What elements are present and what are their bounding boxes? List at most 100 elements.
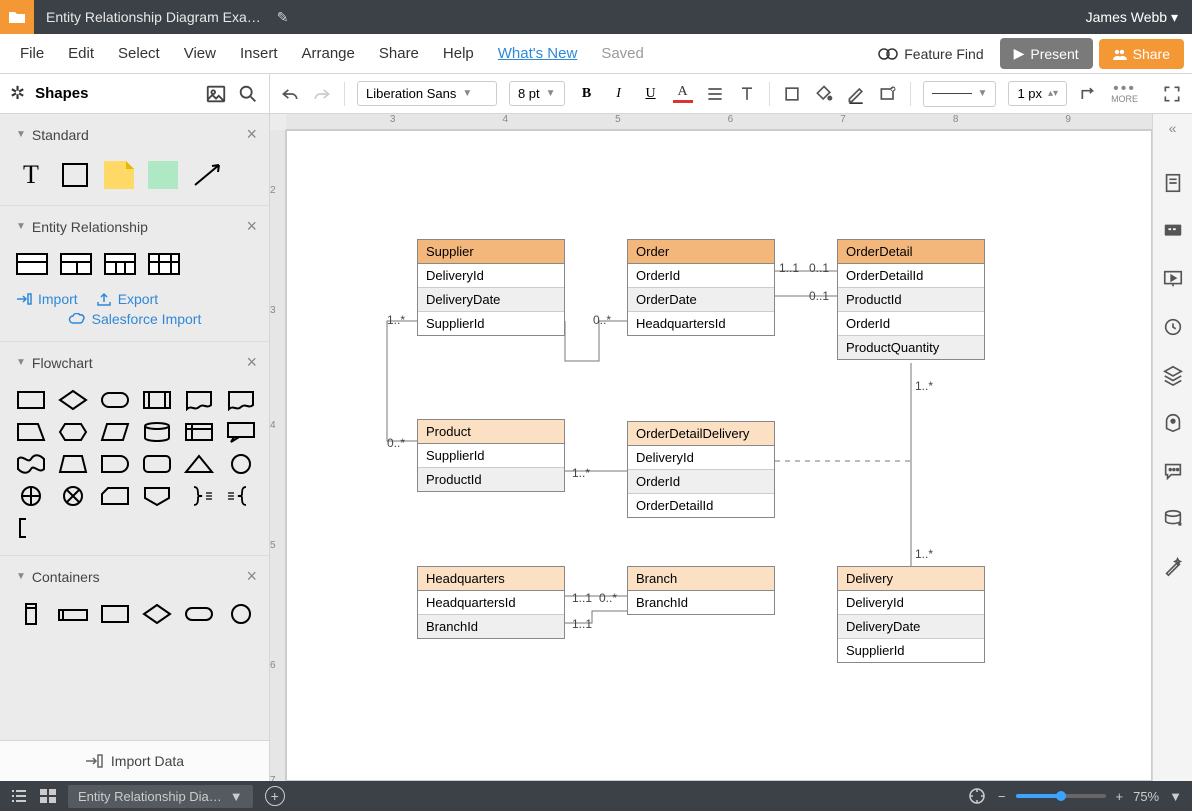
page-tab[interactable]: Entity Relationship Dia…▼ [68, 785, 253, 808]
fill-icon[interactable] [814, 84, 834, 104]
fc-roundrect[interactable] [142, 453, 172, 475]
er-export-link[interactable]: Export [96, 291, 158, 307]
feature-find[interactable]: Feature Find [878, 46, 983, 62]
collapse-rail-icon[interactable]: « [1169, 120, 1177, 136]
more-button[interactable]: •••MORE [1111, 84, 1138, 104]
panel-flowchart[interactable]: ▼Flowchart× [0, 341, 269, 383]
user-menu[interactable]: James Webb ▾ [1072, 9, 1192, 26]
shape-rectangle[interactable] [60, 161, 90, 189]
folder-icon[interactable] [0, 0, 34, 34]
panel-er[interactable]: ▼Entity Relationship× [0, 205, 269, 247]
cont-diamond[interactable] [142, 603, 172, 625]
fc-para[interactable] [100, 421, 130, 443]
border-color-icon[interactable] [846, 84, 866, 104]
rail-data-icon[interactable] [1162, 508, 1184, 530]
grid-view-icon[interactable] [40, 789, 56, 803]
entity-field[interactable]: SupplierId [418, 444, 564, 468]
entity-order[interactable]: OrderOrderIdOrderDateHeadquartersId [627, 239, 775, 336]
undo-icon[interactable] [280, 84, 300, 104]
entity-header[interactable]: Delivery [838, 567, 984, 591]
rail-history-icon[interactable] [1162, 316, 1184, 338]
er-shape-1[interactable] [16, 253, 48, 275]
fc-rect[interactable] [16, 389, 46, 411]
fc-offpage[interactable] [142, 485, 172, 507]
fc-terminator[interactable] [100, 389, 130, 411]
entity-product[interactable]: ProductSupplierIdProductId [417, 419, 565, 492]
entity-field[interactable]: OrderId [628, 470, 774, 494]
cont-lane-v[interactable] [16, 603, 46, 625]
entity-header[interactable]: Order [628, 240, 774, 264]
cont-pill[interactable] [184, 603, 214, 625]
entity-delivery[interactable]: DeliveryDeliveryIdDeliveryDateSupplierId [837, 566, 985, 663]
shape-text[interactable]: T [16, 161, 46, 189]
fc-diamond[interactable] [58, 389, 88, 411]
search-icon[interactable] [237, 83, 259, 105]
shape-hotspot[interactable] [148, 161, 178, 189]
entity-supplier[interactable]: SupplierDeliveryIdDeliveryDateSupplierId [417, 239, 565, 336]
cont-lane-h[interactable] [58, 603, 88, 625]
menu-insert[interactable]: Insert [228, 39, 290, 68]
entity-field[interactable]: OrderDetailId [838, 264, 984, 288]
entity-field[interactable]: DeliveryId [628, 446, 774, 470]
fc-brace-l[interactable] [226, 485, 256, 507]
fc-bracket[interactable] [16, 517, 46, 539]
close-icon[interactable]: × [246, 566, 257, 587]
align-icon[interactable] [705, 84, 725, 104]
shape-options-icon[interactable] [878, 84, 898, 104]
target-icon[interactable] [968, 787, 986, 805]
fc-doc-dark[interactable] [226, 389, 256, 411]
entity-header[interactable]: Product [418, 420, 564, 444]
entity-header[interactable]: OrderDetail [838, 240, 984, 264]
line-width-select[interactable]: 1 px▴▾ [1008, 81, 1067, 106]
text-color-icon[interactable]: A [673, 84, 693, 103]
redo-icon[interactable] [312, 84, 332, 104]
entity-headquarters[interactable]: HeadquartersHeadquartersIdBranchId [417, 566, 565, 639]
entity-field[interactable]: DeliveryDate [838, 615, 984, 639]
text-tool-icon[interactable] [737, 84, 757, 104]
entity-header[interactable]: Supplier [418, 240, 564, 264]
cont-circle[interactable] [226, 603, 256, 625]
close-icon[interactable]: × [246, 352, 257, 373]
entity-field[interactable]: DeliveryDate [418, 288, 564, 312]
underline-icon[interactable]: U [641, 86, 661, 102]
fc-callout[interactable] [226, 421, 256, 443]
close-icon[interactable]: × [246, 216, 257, 237]
font-family-select[interactable]: Liberation Sans▼ [357, 81, 497, 106]
crop-icon[interactable] [782, 84, 802, 104]
line-routing-icon[interactable] [1079, 84, 1099, 104]
menu-view[interactable]: View [172, 39, 228, 68]
add-page-button[interactable]: + [265, 786, 285, 806]
entity-field[interactable]: HeadquartersId [628, 312, 774, 335]
menu-help[interactable]: Help [431, 39, 486, 68]
entity-field[interactable]: OrderDate [628, 288, 774, 312]
fc-or[interactable] [58, 485, 88, 507]
er-shape-4[interactable] [148, 253, 180, 275]
fc-trap[interactable] [16, 421, 46, 443]
entity-orderdetail[interactable]: OrderDetailOrderDetailIdProductIdOrderId… [837, 239, 985, 360]
list-view-icon[interactable] [10, 789, 28, 803]
close-icon[interactable]: × [246, 124, 257, 145]
rail-magic-icon[interactable] [1162, 556, 1184, 578]
fc-sumjunc[interactable] [16, 485, 46, 507]
zoom-in-button[interactable]: + [1116, 789, 1124, 804]
entity-field[interactable]: OrderDetailId [628, 494, 774, 517]
entity-field[interactable]: BranchId [418, 615, 564, 638]
fc-internal[interactable] [184, 421, 214, 443]
cont-rect[interactable] [100, 603, 130, 625]
entity-field[interactable]: DeliveryId [838, 591, 984, 615]
canvas[interactable]: SupplierDeliveryIdDeliveryDateSupplierId… [286, 130, 1152, 781]
fc-trap2[interactable] [58, 453, 88, 475]
er-shape-2[interactable] [60, 253, 92, 275]
fc-predef[interactable] [142, 389, 172, 411]
menu-file[interactable]: File [8, 39, 56, 68]
menu-select[interactable]: Select [106, 39, 172, 68]
fc-brace-r[interactable] [184, 485, 214, 507]
fullscreen-icon[interactable] [1162, 84, 1182, 104]
share-button[interactable]: Share [1099, 39, 1184, 69]
entity-header[interactable]: Headquarters [418, 567, 564, 591]
entity-field[interactable]: OrderId [838, 312, 984, 336]
panel-standard[interactable]: ▼Standard× [0, 114, 269, 155]
italic-icon[interactable]: I [609, 86, 629, 102]
bold-icon[interactable]: B [577, 86, 597, 102]
entity-field[interactable]: DeliveryId [418, 264, 564, 288]
